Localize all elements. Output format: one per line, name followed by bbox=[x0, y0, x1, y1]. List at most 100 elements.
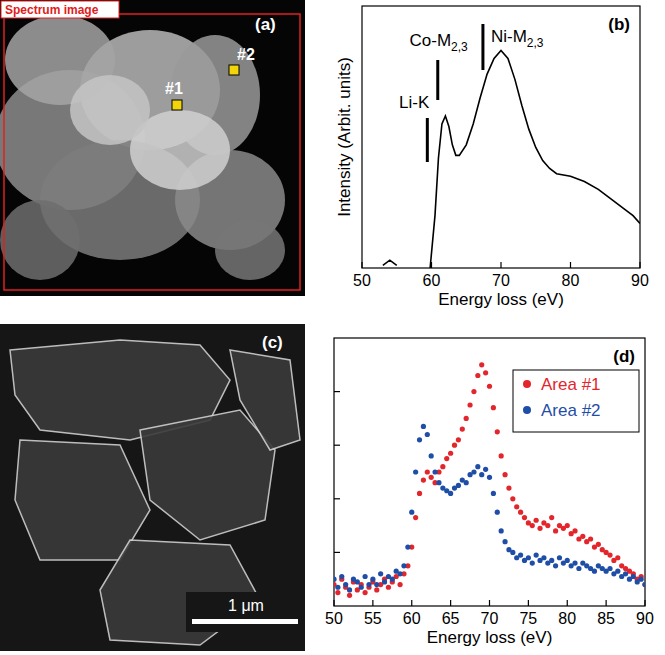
data-point bbox=[506, 485, 511, 490]
data-point bbox=[425, 432, 430, 437]
legend-entry: Area #2 bbox=[541, 401, 601, 420]
data-point bbox=[615, 569, 620, 574]
data-point bbox=[537, 526, 542, 531]
data-point bbox=[607, 566, 612, 571]
data-point bbox=[642, 582, 645, 587]
data-point bbox=[452, 443, 457, 448]
area-marker bbox=[229, 65, 239, 75]
data-point bbox=[475, 464, 480, 469]
data-point bbox=[557, 555, 562, 560]
data-point bbox=[464, 480, 469, 485]
marks bbox=[334, 362, 645, 598]
grain bbox=[0, 200, 80, 280]
data-point bbox=[530, 561, 535, 566]
panel-c: (c)1 μm bbox=[0, 324, 305, 651]
data-point bbox=[495, 510, 500, 515]
data-point bbox=[366, 582, 371, 587]
x-tick-label: 70 bbox=[492, 272, 510, 289]
data-point bbox=[359, 585, 364, 590]
plot-frame bbox=[334, 338, 645, 606]
data-point bbox=[491, 491, 496, 496]
y-tick bbox=[334, 552, 340, 553]
x-tick bbox=[567, 600, 568, 606]
data-point bbox=[370, 577, 375, 582]
data-point bbox=[553, 528, 558, 533]
data-point bbox=[425, 469, 430, 474]
data-point bbox=[588, 536, 593, 541]
data-point bbox=[347, 593, 352, 598]
data-point bbox=[499, 453, 504, 458]
x-tick-label: 80 bbox=[562, 272, 580, 289]
edge-label-subscript: 2,3 bbox=[527, 36, 544, 50]
data-point bbox=[565, 523, 570, 528]
x-tick-label: 70 bbox=[481, 610, 499, 627]
data-point bbox=[545, 523, 550, 528]
data-point bbox=[444, 456, 449, 461]
data-point bbox=[429, 453, 434, 458]
data-point bbox=[642, 582, 645, 587]
panel-letter: (c) bbox=[262, 333, 283, 352]
data-point bbox=[397, 582, 402, 587]
data-point bbox=[471, 389, 476, 394]
data-point bbox=[409, 510, 414, 515]
x-tick bbox=[644, 600, 645, 606]
legend-entry: Area #1 bbox=[541, 375, 601, 394]
legend-swatch bbox=[523, 406, 531, 414]
data-point bbox=[456, 437, 461, 442]
edge-label: Li-K bbox=[399, 93, 430, 112]
legend-swatch bbox=[523, 380, 531, 388]
image-background bbox=[0, 324, 305, 651]
x-tick bbox=[372, 600, 373, 606]
edge-label-subscript: 2,3 bbox=[451, 40, 468, 54]
plot-frame bbox=[362, 6, 640, 268]
grain-outline bbox=[230, 350, 300, 450]
x-tick bbox=[606, 600, 607, 606]
x-tick-label: 50 bbox=[325, 610, 343, 627]
scale-bar-background bbox=[186, 592, 304, 632]
data-point bbox=[495, 429, 500, 434]
data-point bbox=[413, 469, 418, 474]
x-tick-label: 90 bbox=[631, 272, 649, 289]
data-point bbox=[530, 523, 535, 528]
data-point bbox=[335, 585, 340, 590]
data-point bbox=[347, 587, 352, 592]
image-label: Spectrum image bbox=[5, 3, 99, 17]
data-point bbox=[382, 579, 387, 584]
x-tick bbox=[489, 600, 490, 606]
x-tick bbox=[361, 262, 362, 268]
data-point bbox=[479, 362, 484, 367]
data-point bbox=[456, 483, 461, 488]
y-tick bbox=[334, 391, 340, 392]
area-marker bbox=[172, 100, 182, 110]
data-point bbox=[467, 402, 472, 407]
data-point bbox=[487, 475, 492, 480]
y-tick bbox=[334, 498, 340, 499]
data-point bbox=[390, 577, 395, 582]
scale-bar bbox=[192, 619, 298, 624]
data-point bbox=[534, 518, 539, 523]
grain bbox=[215, 220, 285, 280]
data-point bbox=[615, 555, 620, 560]
data-point bbox=[518, 552, 523, 557]
area-label: #2 bbox=[237, 46, 255, 63]
data-point bbox=[397, 571, 402, 576]
data-point bbox=[518, 510, 523, 515]
data-point bbox=[572, 561, 577, 566]
data-point bbox=[334, 577, 337, 582]
x-tick bbox=[411, 600, 412, 606]
edge-marker bbox=[436, 60, 439, 100]
edge-label-text: Li-K bbox=[399, 93, 430, 112]
x-tick bbox=[500, 262, 501, 268]
data-point bbox=[596, 542, 601, 547]
x-tick-label: 50 bbox=[353, 272, 371, 289]
grain-outline bbox=[140, 410, 275, 540]
x-tick-label: 90 bbox=[636, 610, 654, 627]
x-tick bbox=[333, 600, 334, 606]
data-point bbox=[502, 472, 507, 477]
data-point bbox=[580, 534, 585, 539]
x-tick-label: 60 bbox=[423, 272, 441, 289]
panel-letter: (a) bbox=[255, 15, 276, 34]
data-point bbox=[460, 427, 465, 432]
edge-label-text: Ni-M bbox=[491, 27, 527, 46]
data-point bbox=[378, 571, 383, 576]
